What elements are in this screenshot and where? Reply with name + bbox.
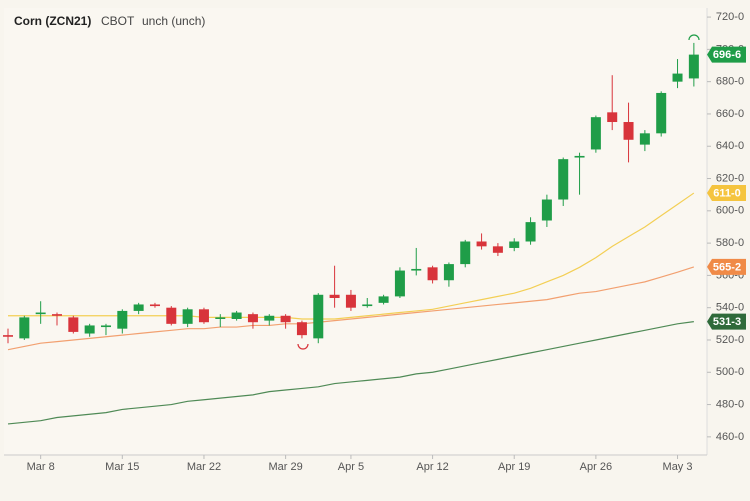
- candle-body: [492, 246, 503, 253]
- price-badge: [707, 46, 746, 63]
- y-tick-label: 640-0: [716, 140, 744, 152]
- y-tick-label: 500-0: [716, 366, 744, 378]
- x-tick-label: Mar 29: [268, 461, 302, 473]
- change: unch (unch): [142, 14, 205, 28]
- candle-body: [394, 270, 405, 297]
- candle-body: [688, 54, 699, 79]
- moving-average: [7, 266, 695, 351]
- candle-body: [329, 294, 340, 299]
- candle-body: [590, 117, 601, 150]
- y-tick-label: 660-0: [716, 108, 744, 120]
- candle-body: [117, 310, 128, 329]
- candle-body: [166, 307, 177, 324]
- candle-body: [68, 317, 79, 332]
- y-tick-label: 680-0: [716, 76, 744, 88]
- candle-body: [198, 309, 209, 323]
- x-tick-label: Mar 15: [105, 461, 139, 473]
- candle-body: [313, 294, 324, 339]
- candle-body: [574, 155, 585, 158]
- candle-body: [345, 294, 356, 308]
- ma-badge: [707, 185, 746, 202]
- candle-body: [35, 312, 46, 315]
- candle-body: [84, 325, 95, 334]
- chart-title: Corn (ZCN21): [14, 14, 91, 28]
- candle-body: [3, 335, 13, 337]
- candle-body: [541, 199, 552, 221]
- ma-badge-label: 611-0: [713, 187, 741, 199]
- candle-body: [51, 314, 62, 316]
- candle-body: [623, 122, 634, 140]
- candle-body: [656, 92, 667, 134]
- candle-body: [264, 315, 275, 321]
- candle-body: [100, 325, 111, 328]
- candle-body: [672, 73, 683, 82]
- y-tick-label: 460-0: [716, 431, 744, 443]
- candle-body: [215, 317, 226, 319]
- y-tick-label: 480-0: [716, 398, 744, 410]
- candle-body: [525, 222, 536, 242]
- candle-body: [149, 304, 160, 307]
- ma-badge: [707, 313, 746, 330]
- ma-badge-label: 531-3: [713, 316, 741, 328]
- moving-average: [7, 321, 694, 425]
- x-tick-label: Apr 12: [416, 461, 448, 473]
- candle-body: [19, 317, 30, 339]
- y-tick-label: 540-0: [716, 302, 744, 314]
- x-tick-label: Apr 5: [338, 461, 364, 473]
- low-marker: [297, 343, 309, 350]
- x-tick-label: Apr 19: [498, 461, 530, 473]
- candle-body: [607, 112, 618, 123]
- x-tick-label: Mar 22: [187, 461, 221, 473]
- y-tick-label: 600-0: [716, 205, 744, 217]
- x-tick-label: May 3: [663, 461, 693, 473]
- ma-badge: [707, 258, 746, 275]
- high-marker: [688, 34, 700, 41]
- candle-body: [427, 267, 438, 281]
- x-tick-label: Mar 8: [27, 461, 55, 473]
- candle-body: [509, 241, 520, 248]
- price-badge-label: 696-6: [713, 49, 741, 61]
- candle-body: [460, 241, 471, 265]
- y-tick-label: 620-0: [716, 172, 744, 184]
- y-tick-label: 580-0: [716, 237, 744, 249]
- plot-area: [4, 8, 707, 454]
- candle-body: [280, 315, 291, 323]
- candle-body: [362, 304, 373, 307]
- y-tick-label: 520-0: [716, 334, 744, 346]
- candle-body: [558, 159, 569, 200]
- candle-body: [296, 322, 307, 336]
- candle-body: [378, 296, 389, 303]
- candle-body: [247, 314, 258, 323]
- x-tick-label: Apr 26: [580, 461, 612, 473]
- candle-body: [639, 133, 650, 145]
- exchange: CBOT: [101, 14, 135, 28]
- candle-body: [443, 264, 454, 281]
- y-tick-label: 720-0: [716, 11, 744, 23]
- ma-badge-label: 565-2: [713, 261, 741, 273]
- candle-body: [411, 268, 422, 271]
- candle-body: [231, 312, 242, 319]
- candle-body: [182, 309, 193, 324]
- candle-body: [476, 241, 487, 247]
- candle-body: [133, 304, 144, 311]
